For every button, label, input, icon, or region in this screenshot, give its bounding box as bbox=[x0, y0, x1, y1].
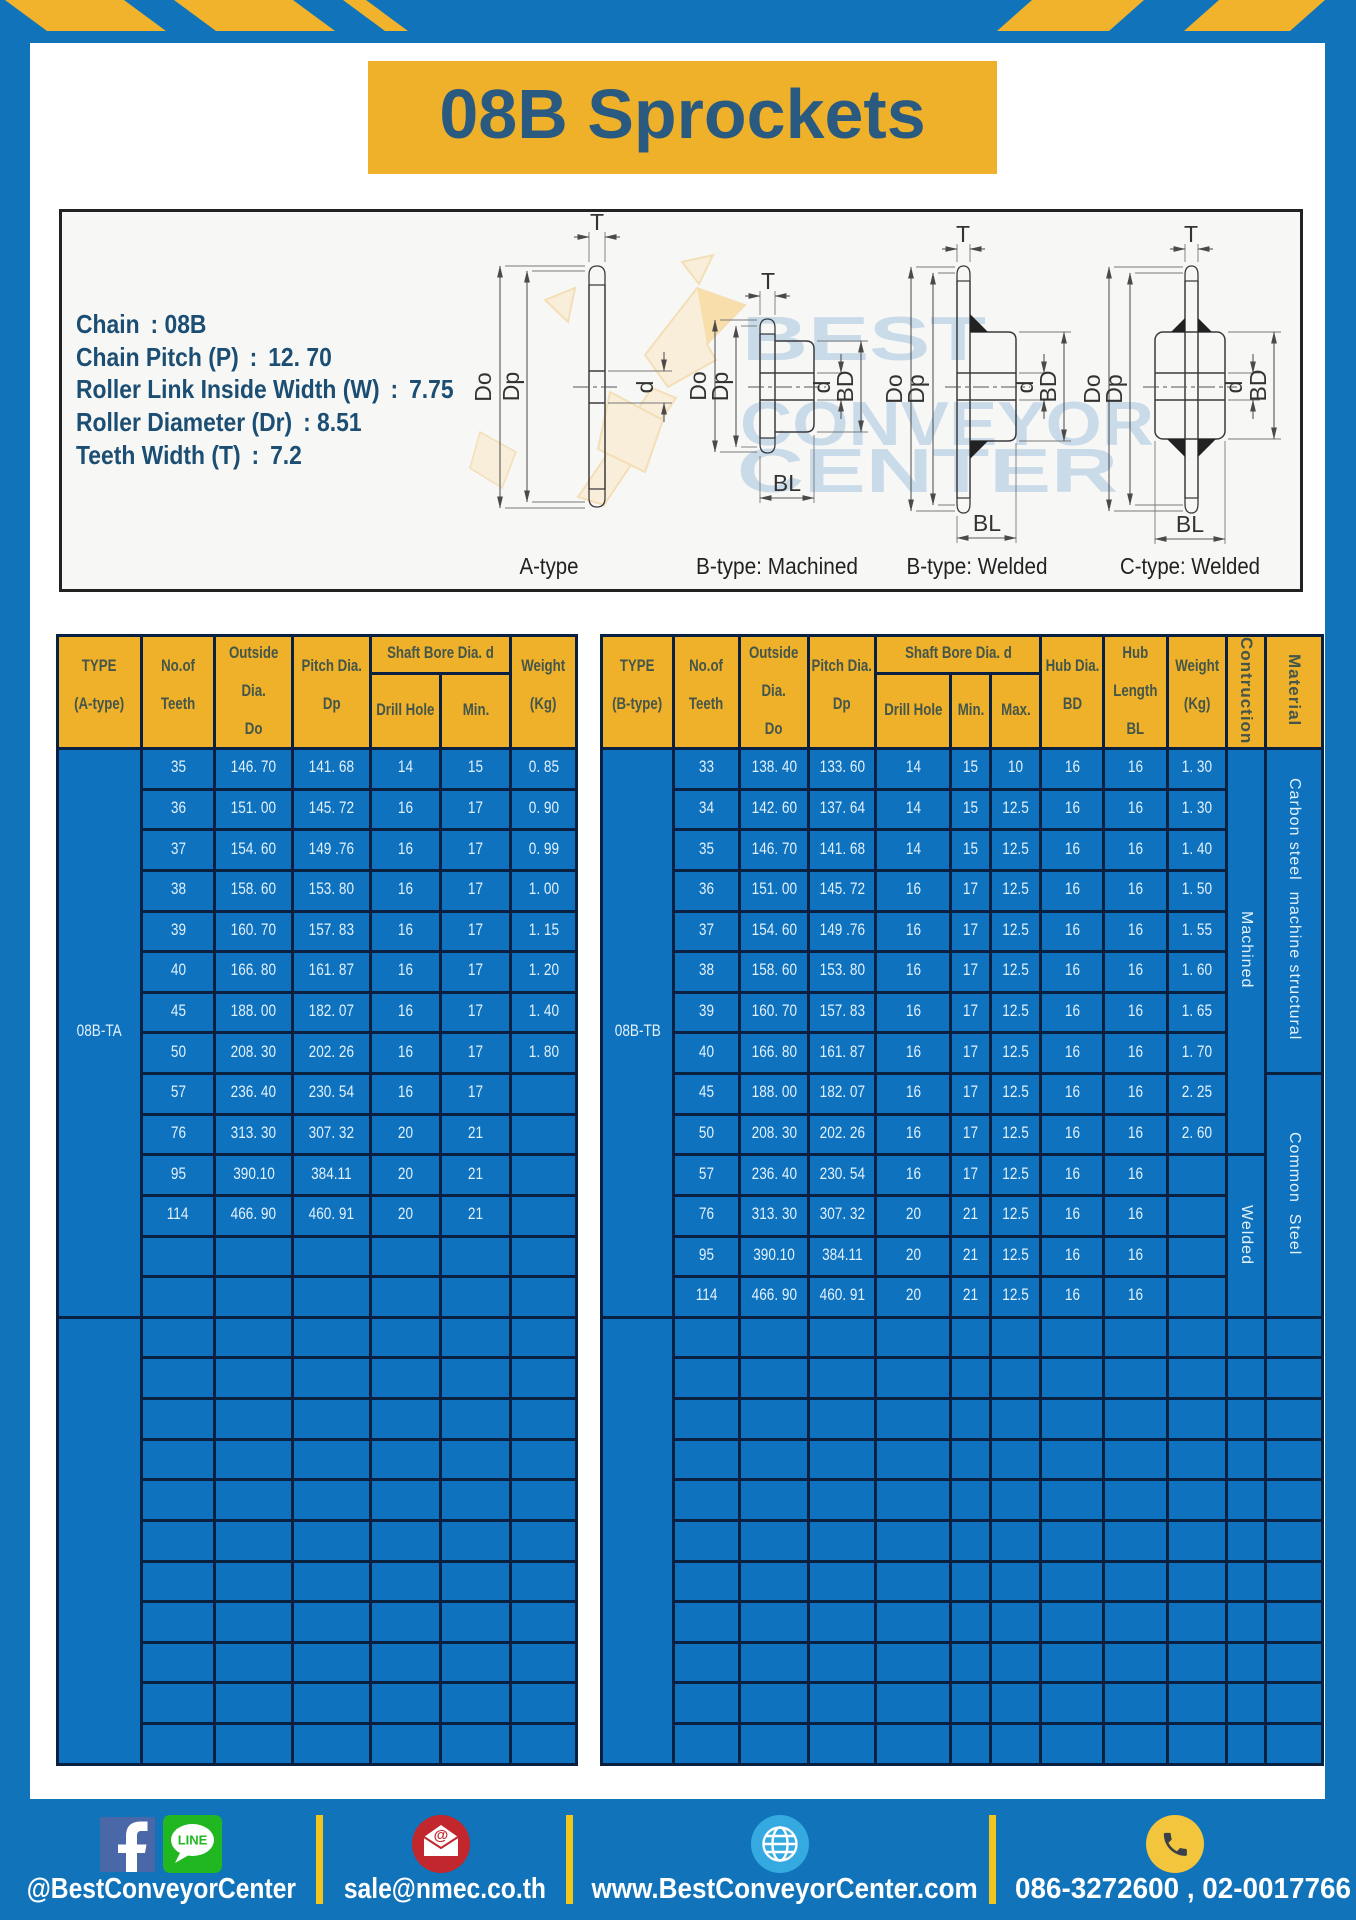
svg-text:T: T bbox=[956, 221, 970, 247]
svg-text:@: @ bbox=[434, 1827, 449, 1844]
svg-text:B-type: Welded: B-type: Welded bbox=[907, 553, 1048, 579]
svg-text:Dp: Dp bbox=[1101, 374, 1127, 403]
svg-text:d: d bbox=[1012, 381, 1038, 394]
svg-text:Do: Do bbox=[470, 372, 496, 401]
svg-text:CONVEYOR: CONVEYOR bbox=[740, 390, 1154, 459]
svg-text:Dp: Dp bbox=[903, 374, 929, 403]
svg-text:Dp: Dp bbox=[707, 372, 733, 401]
svg-text:d: d bbox=[632, 381, 658, 394]
svg-text:BL: BL bbox=[1176, 511, 1204, 537]
svg-text:T: T bbox=[590, 209, 604, 235]
svg-text:BD: BD bbox=[832, 371, 858, 403]
svg-text:Do: Do bbox=[881, 374, 907, 403]
svg-text:T: T bbox=[761, 268, 775, 294]
svg-text:BL: BL bbox=[973, 510, 1001, 536]
svg-text:BL: BL bbox=[773, 470, 801, 496]
svg-text:BEST: BEST bbox=[742, 305, 986, 374]
svg-text:Dp: Dp bbox=[498, 372, 524, 401]
svg-text:Do: Do bbox=[1079, 374, 1105, 403]
svg-text:A-type: A-type bbox=[520, 553, 579, 579]
svg-text:Do: Do bbox=[685, 371, 711, 400]
svg-text:LINE: LINE bbox=[178, 1833, 208, 1848]
svg-text:BD: BD bbox=[1245, 370, 1271, 402]
svg-text:C-type: Welded: C-type: Welded bbox=[1120, 553, 1260, 579]
svg-text:T: T bbox=[1184, 221, 1198, 247]
svg-text:d: d bbox=[809, 381, 835, 394]
svg-text:B-type: Machined: B-type: Machined bbox=[696, 553, 858, 579]
svg-text:CENTER: CENTER bbox=[737, 437, 1118, 506]
svg-text:d: d bbox=[1221, 381, 1247, 394]
svg-text:BD: BD bbox=[1035, 371, 1061, 403]
